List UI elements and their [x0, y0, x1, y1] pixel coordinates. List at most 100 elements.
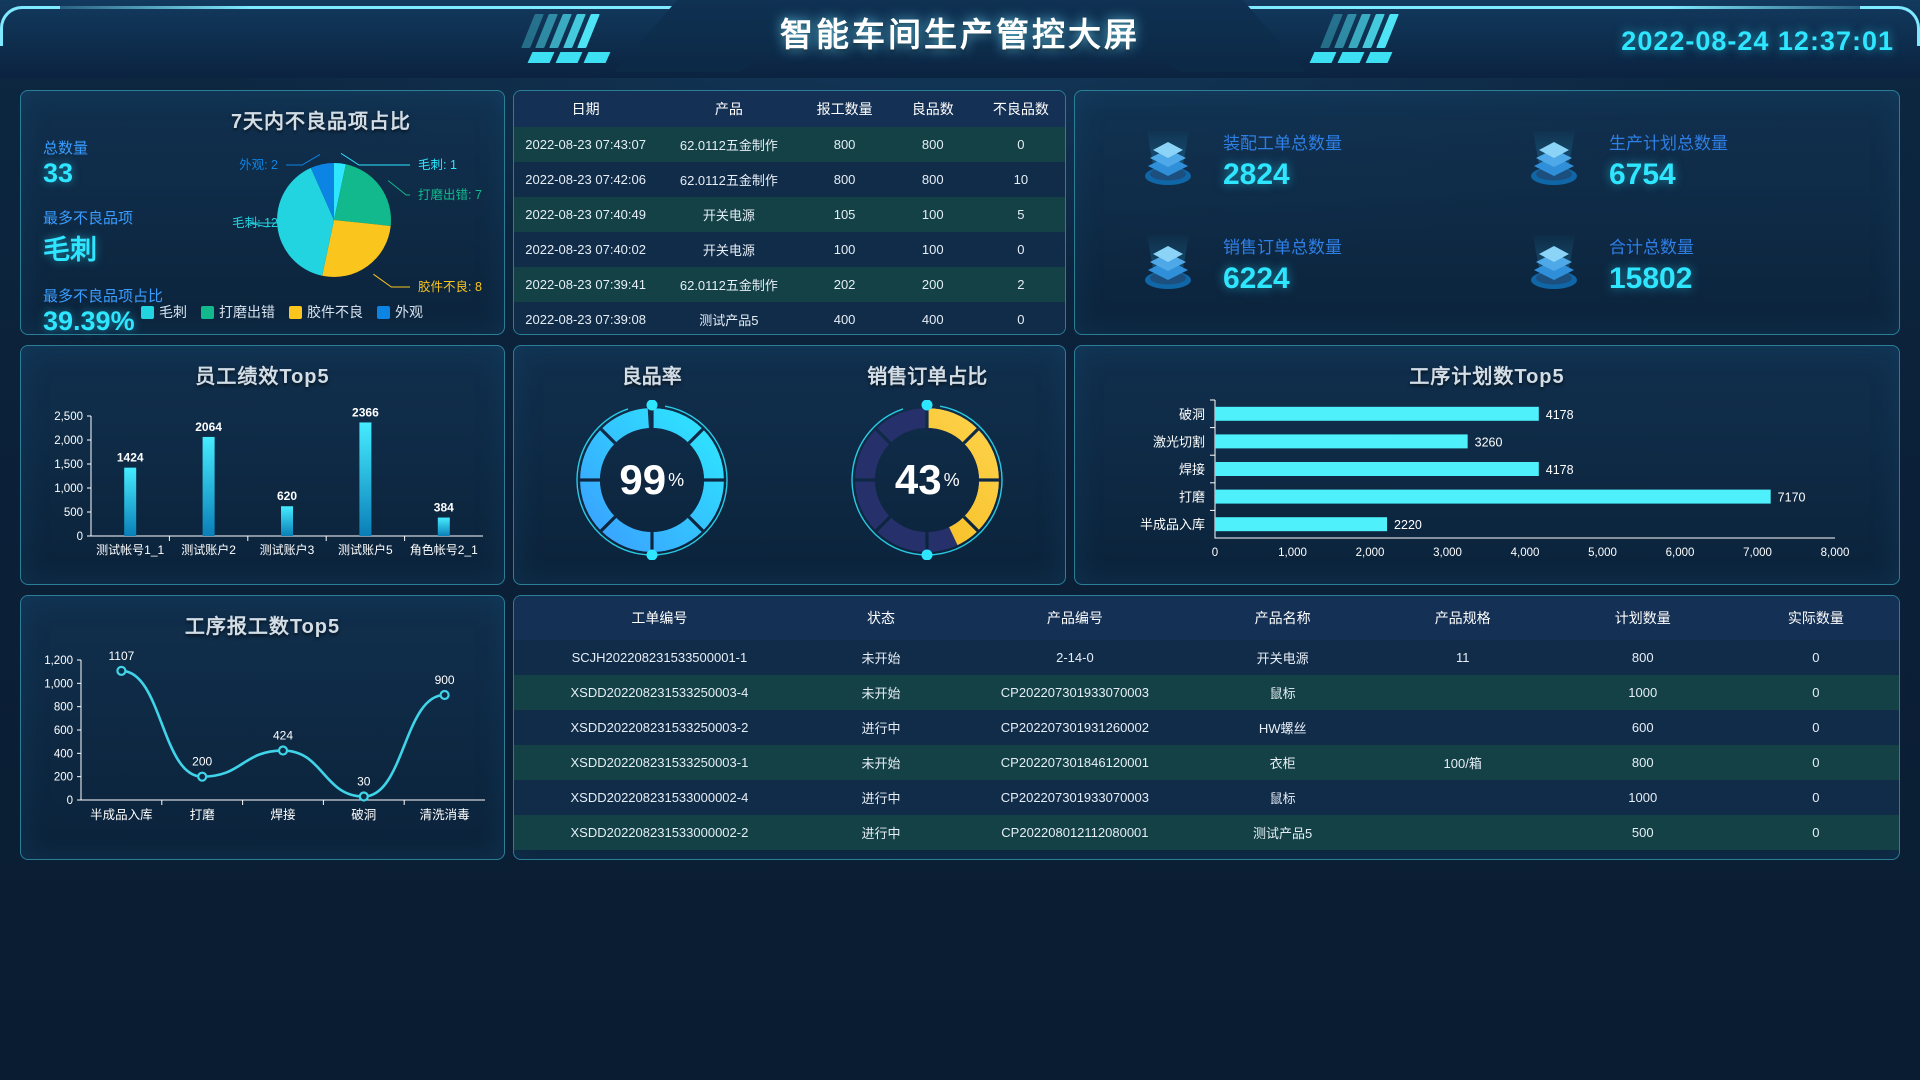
th-5[interactable]: 计划数量 — [1552, 596, 1733, 640]
y-tick-2: 1,000 — [54, 483, 83, 495]
th-3[interactable]: 良品数 — [888, 91, 977, 127]
cell-3: 100 — [921, 207, 944, 222]
pie-slice-0[interactable] — [334, 163, 346, 220]
cell-1: 62.0112五金制作 — [679, 138, 778, 153]
pie-leader-2 — [373, 273, 410, 288]
y-label-0: 破洞 — [1179, 407, 1205, 422]
pie-legend-item-2[interactable]: 胶件不良 — [289, 302, 363, 322]
y-label-3: 打磨 — [1179, 490, 1205, 505]
th-2[interactable]: 报工数量 — [800, 91, 889, 127]
gauge-unit-0: % — [668, 469, 685, 490]
table-row[interactable]: 2022-08-23 07:40:49 开关电源 105 100 5 — [514, 197, 1065, 232]
pie-slice-1[interactable] — [334, 164, 391, 226]
gauge-sales-ratio[interactable]: 销售订单占比 43% — [790, 346, 1066, 584]
hbar-2[interactable] — [1215, 462, 1539, 476]
table-row[interactable]: SCJH202208231533500001-1 未开始 2-14-0 开关电源 11 8… — [514, 640, 1899, 675]
th-4[interactable]: 不良品数 — [976, 91, 1065, 127]
line-point-4[interactable] — [439, 689, 450, 701]
pie-legend-item-3[interactable]: 外观 — [377, 302, 423, 322]
bar-value-4: 384 — [434, 501, 454, 515]
cell-4: 5 — [1017, 207, 1025, 222]
cell-3: 100 — [921, 242, 944, 257]
pie-callout-1: 打磨出错: 7 — [418, 188, 482, 202]
y-tick-1: 200 — [54, 772, 73, 784]
cell-5: 500 — [1631, 825, 1654, 840]
pie-callout-3: 毛刺: 12 — [232, 216, 278, 230]
th-1[interactable]: 产品 — [657, 91, 801, 127]
x-label-1: 测试账户2 — [181, 542, 236, 557]
hbar-0[interactable] — [1215, 406, 1539, 421]
kpi-item-0[interactable]: 装配工单总数量 2824 — [1101, 109, 1487, 213]
pie-legend-item-1[interactable]: 打磨出错 — [201, 302, 275, 322]
table-row[interactable]: 2022-08-23 07:43:07 62.0112五金制作 800 800 0 — [514, 127, 1065, 162]
table-row[interactable]: XSDD202208231533250003-1 未开始 CP20220730184… — [514, 745, 1899, 780]
employee-performance-chart[interactable]: 0 500 1,000 1,500 2,000 2,500 1424 测试帐号1_1 2064 测… — [35, 394, 490, 574]
pie-legend-item-0[interactable]: 毛刺 — [141, 302, 187, 322]
hbar-4[interactable] — [1215, 517, 1388, 532]
table-row[interactable]: XSDD202208231533250003-4 未开始 CP20220730193… — [514, 675, 1899, 710]
gauge-yield[interactable]: 良品率 99% — [514, 346, 790, 584]
cell-1: 开关电源 — [702, 243, 755, 258]
defect-pie-legend[interactable]: 毛刺 打磨出错 胶件不良 外观 — [141, 302, 423, 322]
kpi-value-1: 6754 — [1609, 158, 1676, 192]
kpi-grid: 装配工单总数量 2824 生产计划总数量 6754 销售订单总数量 6224 — [1101, 109, 1873, 316]
line-point-2[interactable] — [277, 745, 289, 756]
th-1[interactable]: 状态 — [804, 596, 958, 640]
process-plan-panel: 工序计划数Top5 0 1,000 2,000 3,000 4,000 5,000 6,00… — [1074, 345, 1900, 585]
th-0[interactable]: 工单编号 — [514, 596, 805, 640]
report-records-table: 日期 产品 报工数量 良品数 不良品数 2022-08-23 07:43:07 62.01… — [514, 91, 1065, 334]
cell-2: 202 — [833, 277, 856, 292]
bar-2[interactable] — [281, 506, 293, 536]
y-tick-2: 400 — [54, 748, 73, 760]
x-label-4: 清洗消毒 — [420, 808, 470, 822]
line-point-3[interactable] — [358, 791, 369, 802]
kpi-label-0: 装配工单总数量 — [1223, 134, 1342, 154]
cell-0: XSDD202208231533250003-1 — [570, 755, 749, 770]
th-3[interactable]: 产品名称 — [1192, 596, 1373, 640]
line-point-0[interactable] — [116, 665, 127, 676]
th-4[interactable]: 产品规格 — [1372, 596, 1553, 640]
th-6[interactable]: 实际数量 — [1732, 596, 1899, 640]
defect-pie-chart[interactable]: 毛刺: 1 打磨出错: 7 胶件不良: 8 毛刺: 12 外观: 2 — [166, 125, 501, 300]
line-value-1: 200 — [192, 755, 212, 769]
process-report-chart[interactable]: 0 200 400 600 800 1,000 1,200 1107 半成品入库 200 打磨 424… — [33, 642, 493, 847]
layers-stack-icon — [1131, 123, 1205, 198]
cell-5: 600 — [1631, 720, 1654, 735]
line-point-1[interactable] — [197, 771, 208, 782]
table-row[interactable]: 2022-08-23 07:40:02 开关电源 100 100 0 — [514, 232, 1065, 267]
th-0[interactable]: 日期 — [514, 91, 658, 127]
hbar-1[interactable] — [1215, 434, 1468, 449]
kpi-item-3[interactable]: 合计总数量 15802 — [1487, 213, 1873, 317]
hbar-value-4: 2220 — [1394, 518, 1422, 532]
x-tick-7: 7,000 — [1743, 547, 1772, 559]
bar-0[interactable] — [124, 467, 137, 536]
process-plan-chart[interactable]: 0 1,000 2,000 3,000 4,000 5,000 6,000 7,000 8,00… — [1095, 390, 1881, 575]
table-row[interactable]: XSDD202208231533250003-2 进行中 CP20220730193… — [514, 710, 1899, 745]
cell-4: 0 — [1017, 137, 1025, 152]
table-row[interactable]: 2022-08-23 07:42:06 62.0112五金制作 800 800 10 — [514, 162, 1065, 197]
cell-6: 0 — [1812, 685, 1820, 700]
cell-3: 测试产品5 — [1253, 826, 1313, 841]
th-2[interactable]: 产品编号 — [957, 596, 1193, 640]
bar-4[interactable] — [437, 517, 450, 536]
table-row[interactable]: XSDD202208231533000002-2 进行中 CP20220801211… — [514, 815, 1899, 850]
bar-1[interactable] — [202, 436, 215, 536]
datetime-display: 2022-08-24 12:37:01 — [1621, 26, 1894, 56]
table-row[interactable]: XSDD202208231533000002-4 进行中 CP20220730193… — [514, 780, 1899, 815]
cell-2: CP202208012112080001 — [1001, 825, 1149, 840]
y-tick-5: 1,000 — [44, 678, 73, 690]
kpi-item-2[interactable]: 销售订单总数量 6224 — [1101, 213, 1487, 317]
pie-slice-3[interactable] — [277, 167, 334, 276]
kpi-item-1[interactable]: 生产计划总数量 6754 — [1487, 109, 1873, 213]
employee-performance-title: 员工绩效Top5 — [195, 366, 330, 388]
x-label-1: 打磨 — [190, 808, 216, 822]
bar-3[interactable] — [359, 422, 372, 536]
hbar-3[interactable] — [1215, 489, 1771, 504]
table-body: SCJH202208231533500001-1 未开始 2-14-0 开关电源 11 8… — [514, 640, 1899, 850]
pie-slice-4[interactable] — [310, 163, 334, 220]
hbar-value-0: 4178 — [1546, 408, 1574, 422]
table-row[interactable]: 2022-08-23 07:39:41 62.0112五金制作 202 200 2 — [514, 267, 1065, 302]
table-row[interactable]: 2022-08-23 07:39:08 测试产品5 400 400 0 — [514, 302, 1065, 334]
pie-slice-2[interactable] — [322, 220, 391, 277]
cell-1: 未开始 — [861, 651, 901, 666]
